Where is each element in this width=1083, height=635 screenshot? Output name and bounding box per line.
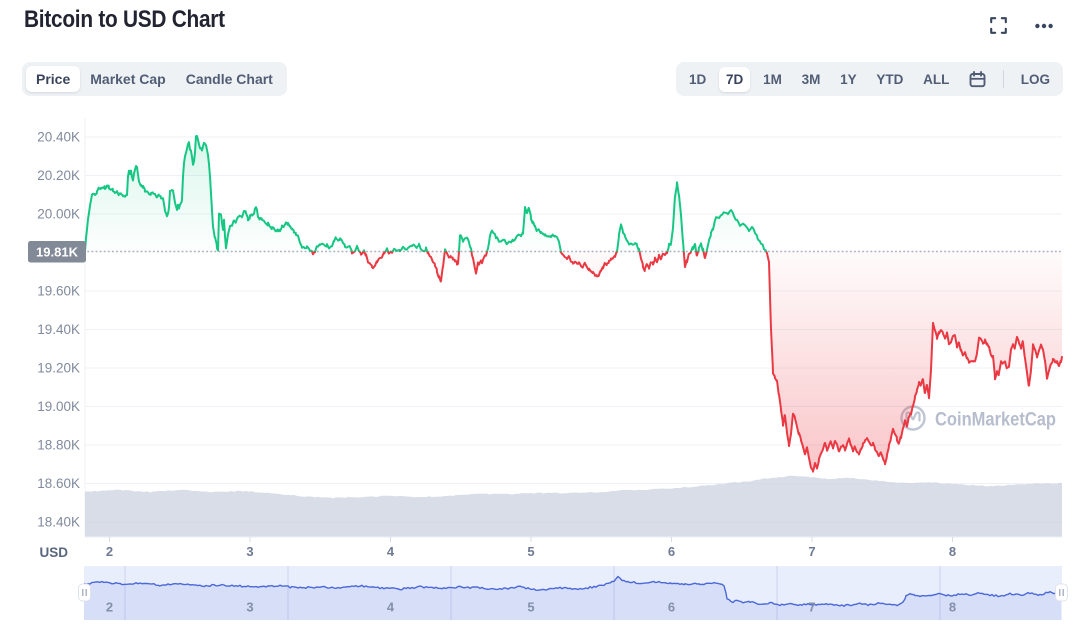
svg-text:7: 7 [808,600,815,615]
svg-text:19.00K: 19.00K [37,399,80,414]
svg-text:5: 5 [527,600,534,615]
svg-text:19.81K: 19.81K [36,245,79,260]
svg-text:4: 4 [387,600,395,615]
svg-text:20.20K: 20.20K [37,168,80,183]
svg-text:7: 7 [808,544,815,559]
svg-text:3: 3 [246,544,253,559]
svg-text:3: 3 [246,600,253,615]
svg-text:5: 5 [527,544,534,559]
svg-text:2: 2 [106,544,113,559]
svg-text:20.40K: 20.40K [37,130,80,145]
svg-text:18.60K: 18.60K [37,476,80,491]
svg-text:18.40K: 18.40K [37,515,80,530]
svg-text:18.80K: 18.80K [37,438,80,453]
svg-text:2: 2 [106,600,113,615]
svg-text:8: 8 [949,600,956,615]
svg-text:6: 6 [668,544,675,559]
svg-text:20.00K: 20.00K [37,207,80,222]
svg-text:8: 8 [949,544,956,559]
svg-text:CoinMarketCap: CoinMarketCap [935,410,1056,431]
svg-text:6: 6 [668,600,675,615]
svg-text:USD: USD [39,545,68,560]
svg-text:19.20K: 19.20K [37,361,80,376]
svg-text:19.40K: 19.40K [37,322,80,337]
svg-text:4: 4 [387,544,395,559]
svg-text:19.60K: 19.60K [37,284,80,299]
